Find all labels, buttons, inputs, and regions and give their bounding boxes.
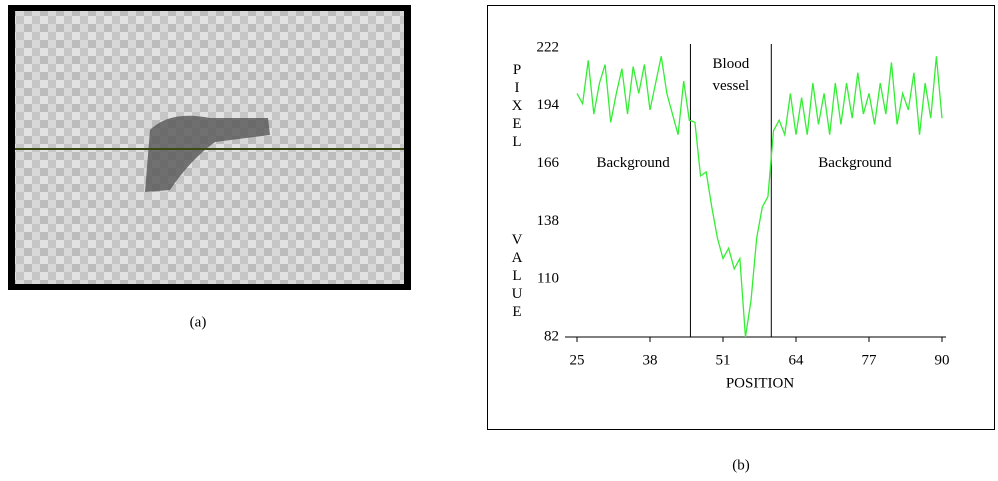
y-tick-label: 194	[537, 97, 560, 113]
x-tick-label: 38	[643, 352, 658, 368]
caption: (b)	[732, 457, 750, 473]
x-tick-label: 51	[716, 352, 731, 368]
y-tick-label: 110	[537, 271, 559, 287]
annotation: vessel	[713, 78, 750, 94]
y-axis-label: VALUE	[509, 232, 525, 322]
annotation: Background	[596, 155, 670, 171]
x-tick-label: 25	[570, 352, 585, 368]
caption: (a)	[190, 314, 207, 330]
plot: 82 110 138 166 194 222 25 38 51 64 77 90 Blood vessel…	[537, 39, 950, 368]
y-axis-label: PIXEL	[509, 62, 525, 152]
annotation: Blood	[713, 56, 750, 72]
y-tick-label: 138	[537, 213, 560, 229]
y-tick-label: 222	[537, 39, 560, 55]
x-tick-label: 77	[862, 352, 878, 368]
x-axis-label: POSITION	[726, 375, 795, 391]
y-tick-label: 166	[537, 155, 560, 171]
y-tick-label: 82	[544, 328, 559, 344]
image	[15, 11, 404, 284]
x-tick-label: 64	[789, 352, 805, 368]
chart-frame	[487, 5, 995, 430]
annotation: Background	[818, 155, 892, 171]
x-tick-label: 90	[935, 352, 950, 368]
data-line	[576, 56, 943, 338]
vessel-shape	[145, 115, 270, 192]
